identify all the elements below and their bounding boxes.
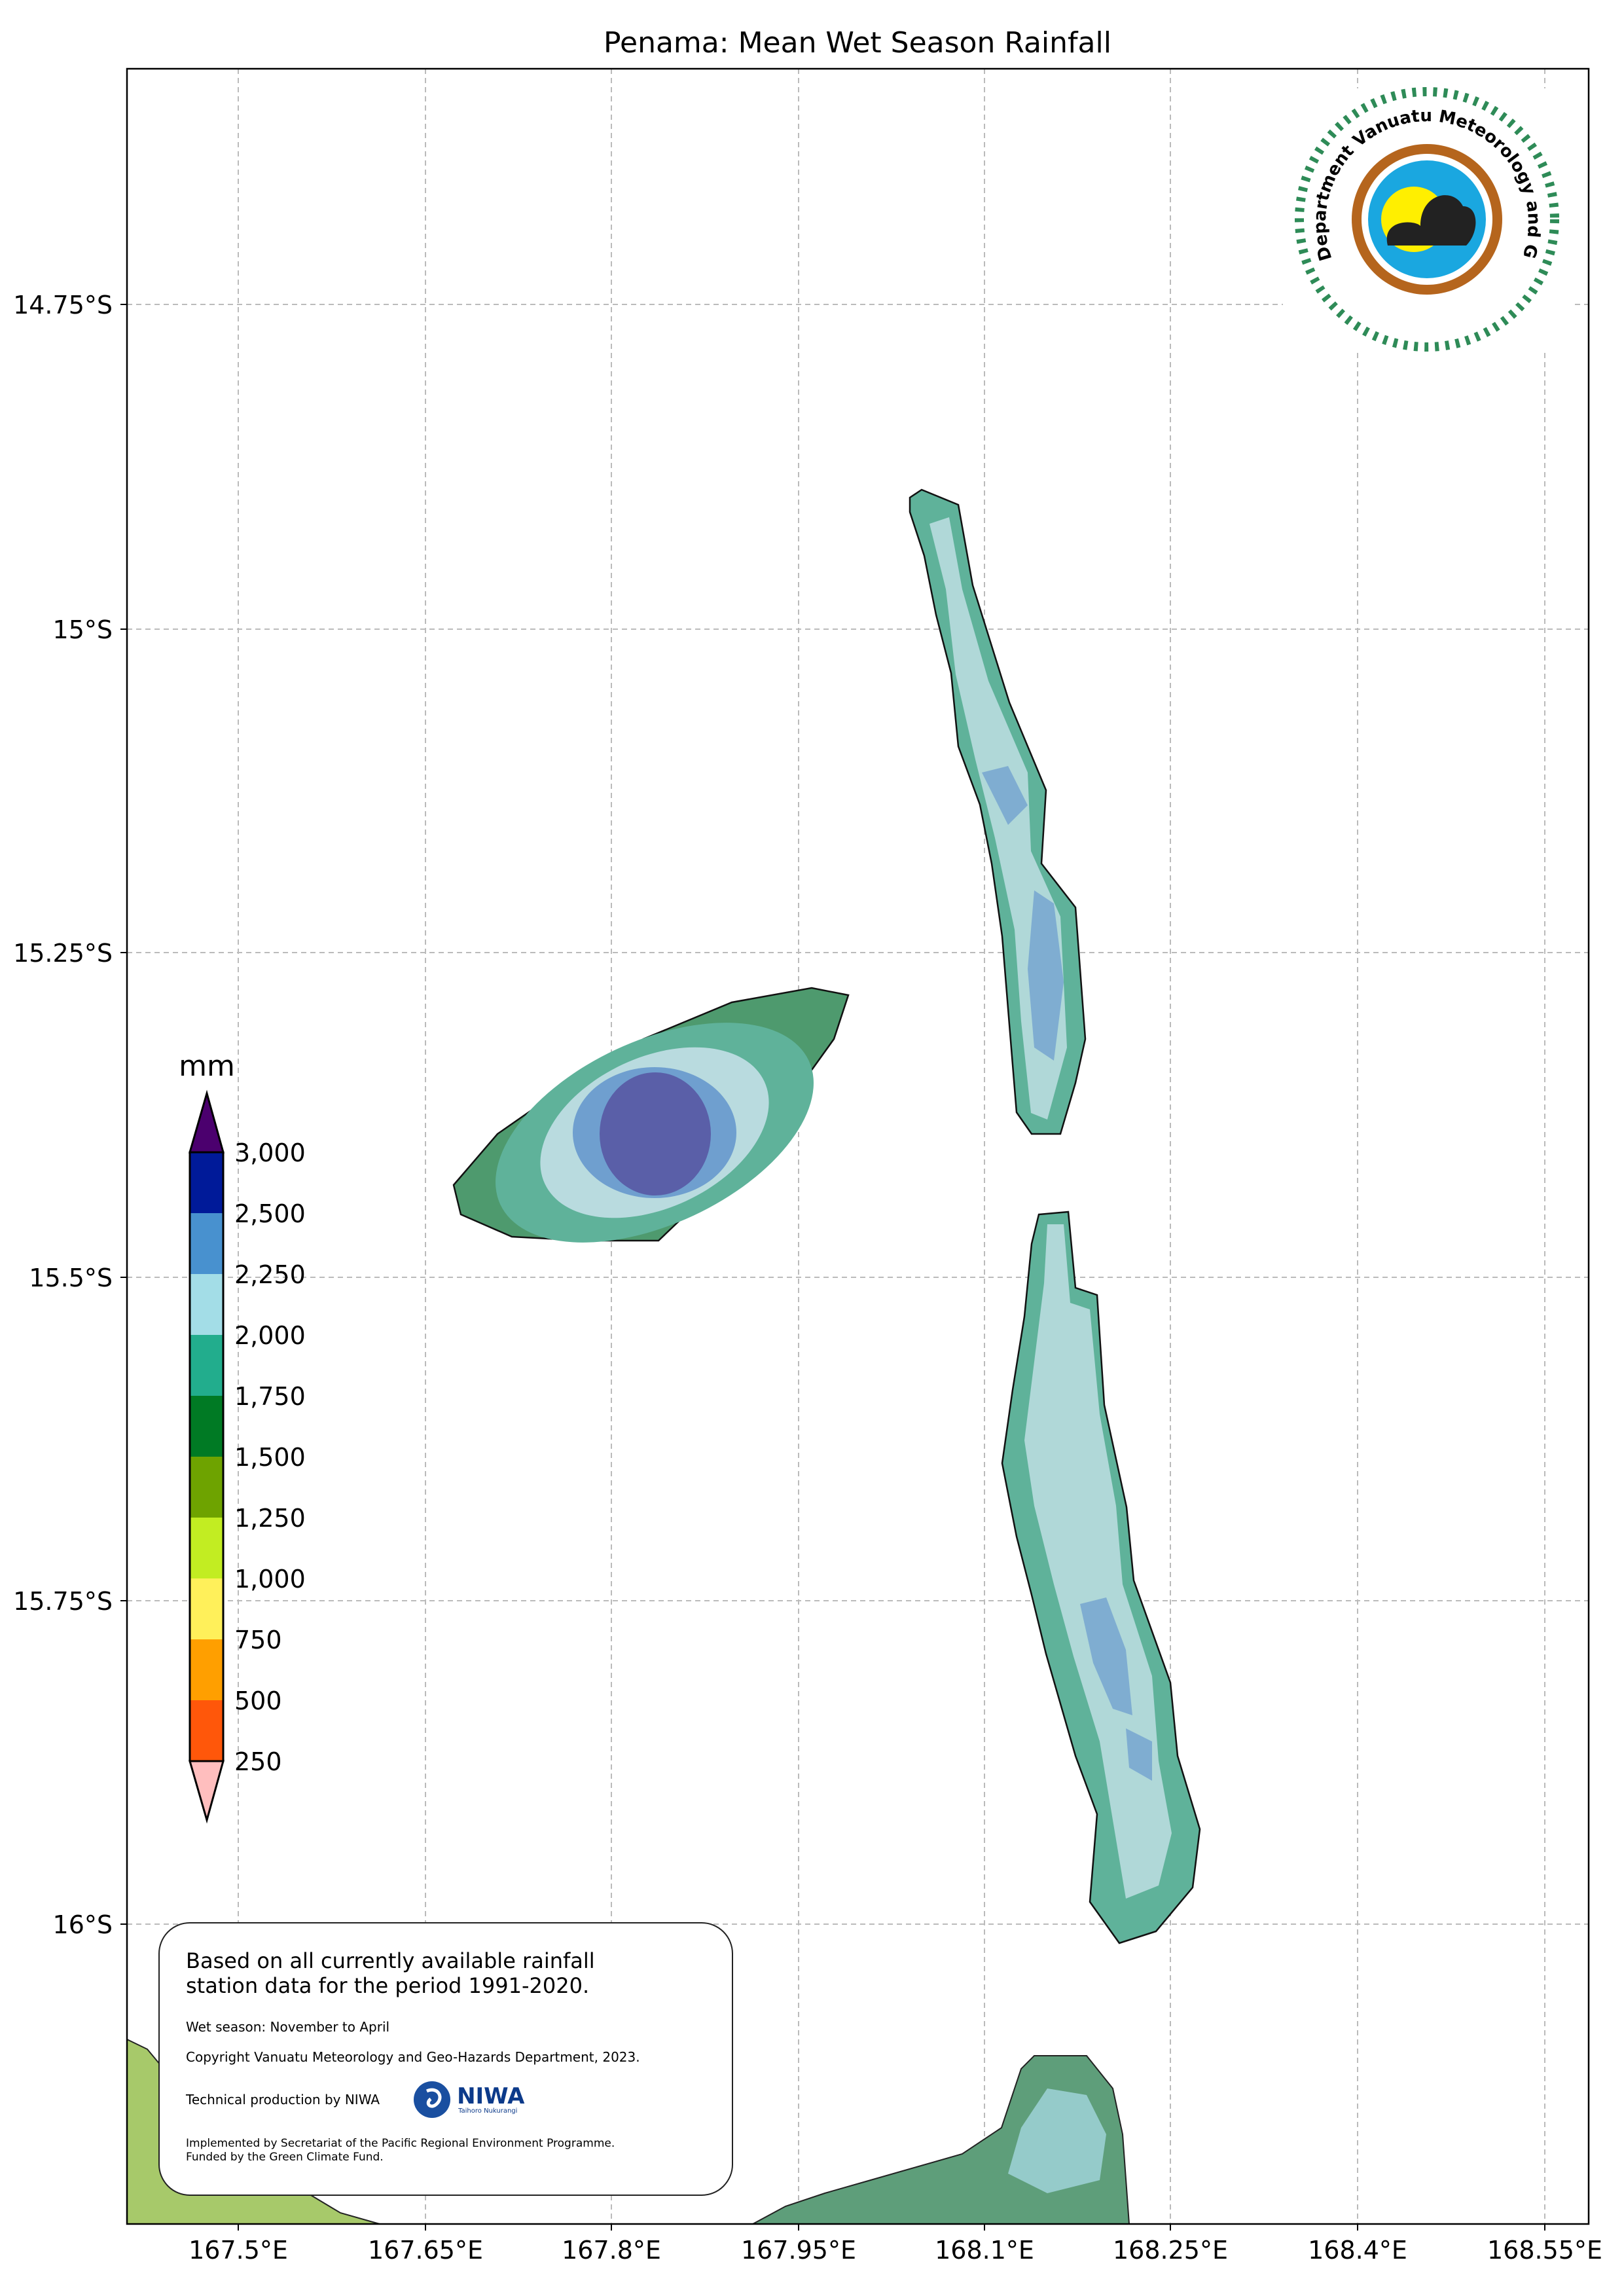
- cloud-icon: [1386, 195, 1476, 246]
- colorbar-label: 2,000: [234, 1321, 306, 1350]
- colorbar-extend-min: [189, 1760, 225, 1824]
- note-implemented: Implemented by Secretariat of the Pacifi…: [186, 2137, 615, 2150]
- maewo-high-rainfall: [982, 766, 1064, 1061]
- colorbar-label: 500: [234, 1686, 282, 1715]
- y-tick-label: 16°S: [53, 1910, 113, 1939]
- x-tick-label: 167.5°E: [189, 2236, 288, 2265]
- colorbar-segment: [190, 1396, 223, 1457]
- x-tick-label: 168.25°E: [1113, 2236, 1228, 2265]
- colorbar: 3,000 2,500 2,250 2,000 1,750 1,500 1,250 1,000…: [189, 1089, 306, 1824]
- map-frame: [126, 67, 1590, 2225]
- colorbar-segment: [190, 1335, 223, 1396]
- colorbar-label: 1,250: [234, 1504, 306, 1533]
- x-tick-label: 167.95°E: [741, 2236, 856, 2265]
- x-tick-label: 168.55°E: [1487, 2236, 1602, 2265]
- colorbar-extend-max: [189, 1089, 225, 1154]
- x-tick-label: 167.65°E: [368, 2236, 483, 2265]
- y-axis: 14.75°S 15°S 15.25°S 15.5°S 15.75°S 16°S: [13, 291, 127, 1939]
- info-box: Based on all currently available rainfal…: [158, 1922, 733, 2196]
- colorbar-segment: [190, 1700, 223, 1761]
- map-title: Penama: Mean Wet Season Rainfall: [604, 26, 1111, 60]
- colorbar-segment: [190, 1457, 223, 1518]
- colorbar-segment: [190, 1152, 223, 1213]
- pentecost-interior: [1024, 1224, 1172, 1899]
- vmgd-logo: Department Vanuatu Meteorology and Geo-H…: [1283, 87, 1571, 352]
- colorbar-segment: [190, 1518, 223, 1578]
- note-funded: Funded by the Green Climate Fund.: [186, 2151, 384, 2164]
- colorbar-segment: [190, 1213, 223, 1274]
- ambae-zone-2500: [600, 1072, 711, 1195]
- x-tick-label: 167.8°E: [562, 2236, 661, 2265]
- note-technical: Technical production by NIWA: [186, 2092, 380, 2107]
- colorbar-label: 750: [234, 1626, 282, 1654]
- y-tick-label: 15.25°S: [13, 939, 113, 968]
- colorbar-unit: mm: [179, 1049, 235, 1083]
- note-copyright: Copyright Vanuatu Meteorology and Geo-Ha…: [186, 2049, 640, 2065]
- x-axis: 167.5°E 167.65°E 167.8°E 167.95°E 168.1°E 168…: [189, 2224, 1602, 2265]
- colorbar-label: 250: [234, 1747, 282, 1776]
- colorbar-label: 2,500: [234, 1199, 306, 1228]
- x-tick-label: 168.1°E: [935, 2236, 1034, 2265]
- colorbar-label: 1,500: [234, 1443, 306, 1472]
- y-tick-label: 15°S: [53, 615, 113, 644]
- pentecost-high-rainfall: [1080, 1597, 1152, 1781]
- niwa-swirl-icon: [414, 2081, 451, 2118]
- y-tick-label: 15.75°S: [13, 1587, 113, 1616]
- note-main: Based on all currently available rainfal…: [186, 1948, 595, 1998]
- niwa-logo: NIWA Taihoro Nukurangi: [412, 2079, 524, 2120]
- gridlines: [127, 69, 1589, 2224]
- laurel-wreath-icon: [1295, 87, 1559, 352]
- colorbar-segment: [190, 1578, 223, 1639]
- colorbar-label: 2,250: [234, 1260, 306, 1289]
- niwa-subtitle: Taihoro Nukurangi: [458, 2107, 518, 2115]
- colorbar-segment: [190, 1274, 223, 1335]
- colorbar-segment: [190, 1639, 223, 1700]
- colorbar-outline: [189, 1151, 225, 1762]
- colorbar-label: 1,000: [234, 1565, 306, 1594]
- colorbar-label: 1,750: [234, 1382, 306, 1411]
- note-season: Wet season: November to April: [186, 2019, 390, 2035]
- y-tick-label: 15.5°S: [29, 1264, 113, 1292]
- colorbar-label: 3,000: [234, 1139, 306, 1167]
- y-tick-label: 14.75°S: [13, 291, 113, 319]
- niwa-wordmark: NIWA: [457, 2083, 525, 2109]
- ambrym-highland: [1008, 2088, 1106, 2193]
- x-tick-label: 168.4°E: [1308, 2236, 1407, 2265]
